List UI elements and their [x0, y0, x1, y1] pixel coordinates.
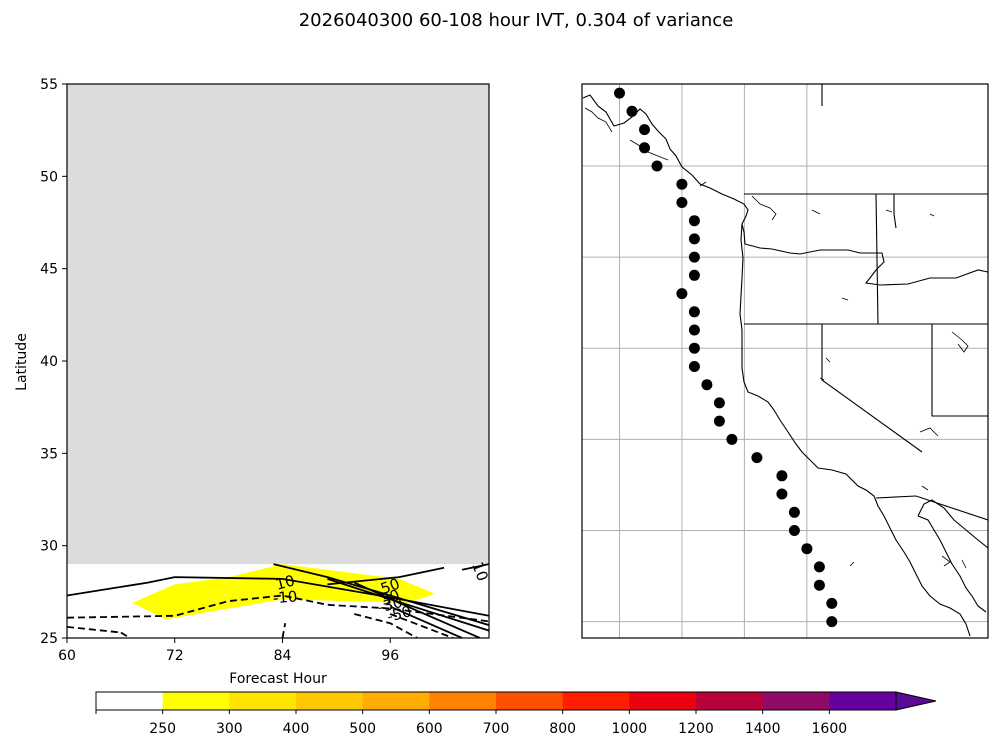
x-tick-label: 96: [381, 648, 399, 664]
station-point: [626, 105, 638, 117]
station-point: [651, 160, 663, 172]
station-point: [688, 215, 700, 227]
negative-contour-line: [281, 623, 287, 638]
station-point: [788, 506, 800, 518]
colorbar-segment: [829, 692, 897, 710]
colorbar-tick-label: 1400: [745, 721, 781, 737]
colorbar-tick-label: 500: [349, 721, 376, 737]
colorbar-segment: [562, 692, 630, 710]
station-point: [813, 561, 825, 573]
station-point: [701, 379, 713, 391]
y-tick-label: 40: [40, 354, 58, 370]
figure-title: 2026040300 60-108 hour IVT, 0.304 of var…: [299, 10, 734, 31]
colorbar-segment: [229, 692, 297, 710]
station-point: [688, 233, 700, 245]
colorbar-segment: [696, 692, 764, 710]
negative-contour-line: [67, 626, 121, 634]
colorbar-tick-label: 800: [549, 721, 576, 737]
station-point: [826, 616, 838, 628]
ivt-fill-region: [132, 564, 436, 620]
positive-contour-line: [327, 566, 445, 586]
negative-contour-line: [120, 631, 131, 638]
station-point: [813, 579, 825, 591]
gulf-of-california-coast: [917, 499, 988, 613]
colorbar-tick-label: 700: [483, 721, 510, 737]
station-point: [801, 543, 813, 555]
colorbar-tick-label: 1600: [812, 721, 848, 737]
positive-contour-line: [389, 605, 463, 638]
no-data-region: [67, 84, 489, 565]
colorbar-segment: [96, 692, 164, 710]
colorbar-extension: [895, 691, 937, 711]
positive-contour-line: [273, 563, 489, 626]
station-point: [713, 415, 725, 427]
x-tick-label: 84: [274, 648, 292, 664]
x-tick-label: 72: [166, 648, 184, 664]
x-axis-label: Forecast Hour: [229, 671, 327, 687]
station-point: [676, 178, 688, 190]
station-point: [776, 470, 788, 482]
station-point: [639, 142, 650, 154]
station-point: [639, 124, 650, 136]
y-tick-label: 45: [40, 262, 58, 278]
colorbar-tick-label: 1200: [678, 721, 714, 737]
colorbar: 250 300 400 500 600 700 800 1000 1200 1400 1600: [95, 691, 937, 737]
coastline: [582, 94, 988, 637]
y-tick-label: 30: [40, 539, 58, 555]
colorbar-segment: [296, 692, 364, 710]
positive-contour-line: [461, 563, 489, 571]
station-point: [776, 488, 788, 500]
station-point: [688, 324, 700, 336]
colorbar-tick-label: 300: [216, 721, 243, 737]
station-point: [826, 597, 838, 609]
colorbar-segment: [762, 692, 830, 710]
station-point: [688, 342, 700, 354]
positive-contour-line: [353, 581, 481, 638]
station-point: [788, 525, 800, 536]
colorbar-tick-label: 600: [416, 721, 443, 737]
colorbar-segment: [429, 692, 497, 710]
negative-contour-line: [354, 613, 418, 638]
colorbar-tick-label: 1000: [612, 721, 648, 737]
colorbar-segment: [362, 692, 430, 710]
station-point: [751, 452, 763, 464]
station-point: [688, 306, 700, 318]
contour-label: -50: [385, 602, 413, 626]
y-tick-label: 55: [40, 77, 58, 93]
station-point: [676, 288, 688, 300]
station-map-panel: [581, 83, 989, 639]
y-axis-label: Latitude: [14, 333, 30, 391]
negative-contour-line: [389, 613, 454, 638]
map-frame: [581, 83, 989, 639]
contour-label: -30: [376, 593, 404, 617]
x-tick-label: 60: [58, 648, 76, 664]
station-point: [688, 251, 700, 263]
station-point: [688, 269, 700, 281]
map-background: [582, 84, 988, 638]
contour-label: 50: [378, 575, 402, 598]
y-tick-label: 35: [40, 446, 58, 462]
y-tick-label: 25: [40, 631, 58, 647]
station-point: [676, 197, 688, 208]
contour-label: 10: [274, 571, 297, 593]
contour-label: 10: [468, 559, 491, 583]
station-point: [688, 361, 700, 372]
colorbar-segment: [162, 692, 230, 710]
colorbar-tick-label: 250: [149, 721, 176, 737]
contour-label: 30: [378, 586, 402, 609]
colorbar-tick-label: 400: [283, 721, 310, 737]
y-tick-label: 50: [40, 169, 58, 185]
station-point: [614, 87, 625, 99]
station-point: [713, 397, 725, 409]
state-borders: [744, 84, 988, 521]
colorbar-segment: [496, 692, 564, 710]
station-point: [726, 433, 738, 445]
contour-label: -10: [272, 587, 298, 607]
colorbar-segment: [629, 692, 697, 710]
